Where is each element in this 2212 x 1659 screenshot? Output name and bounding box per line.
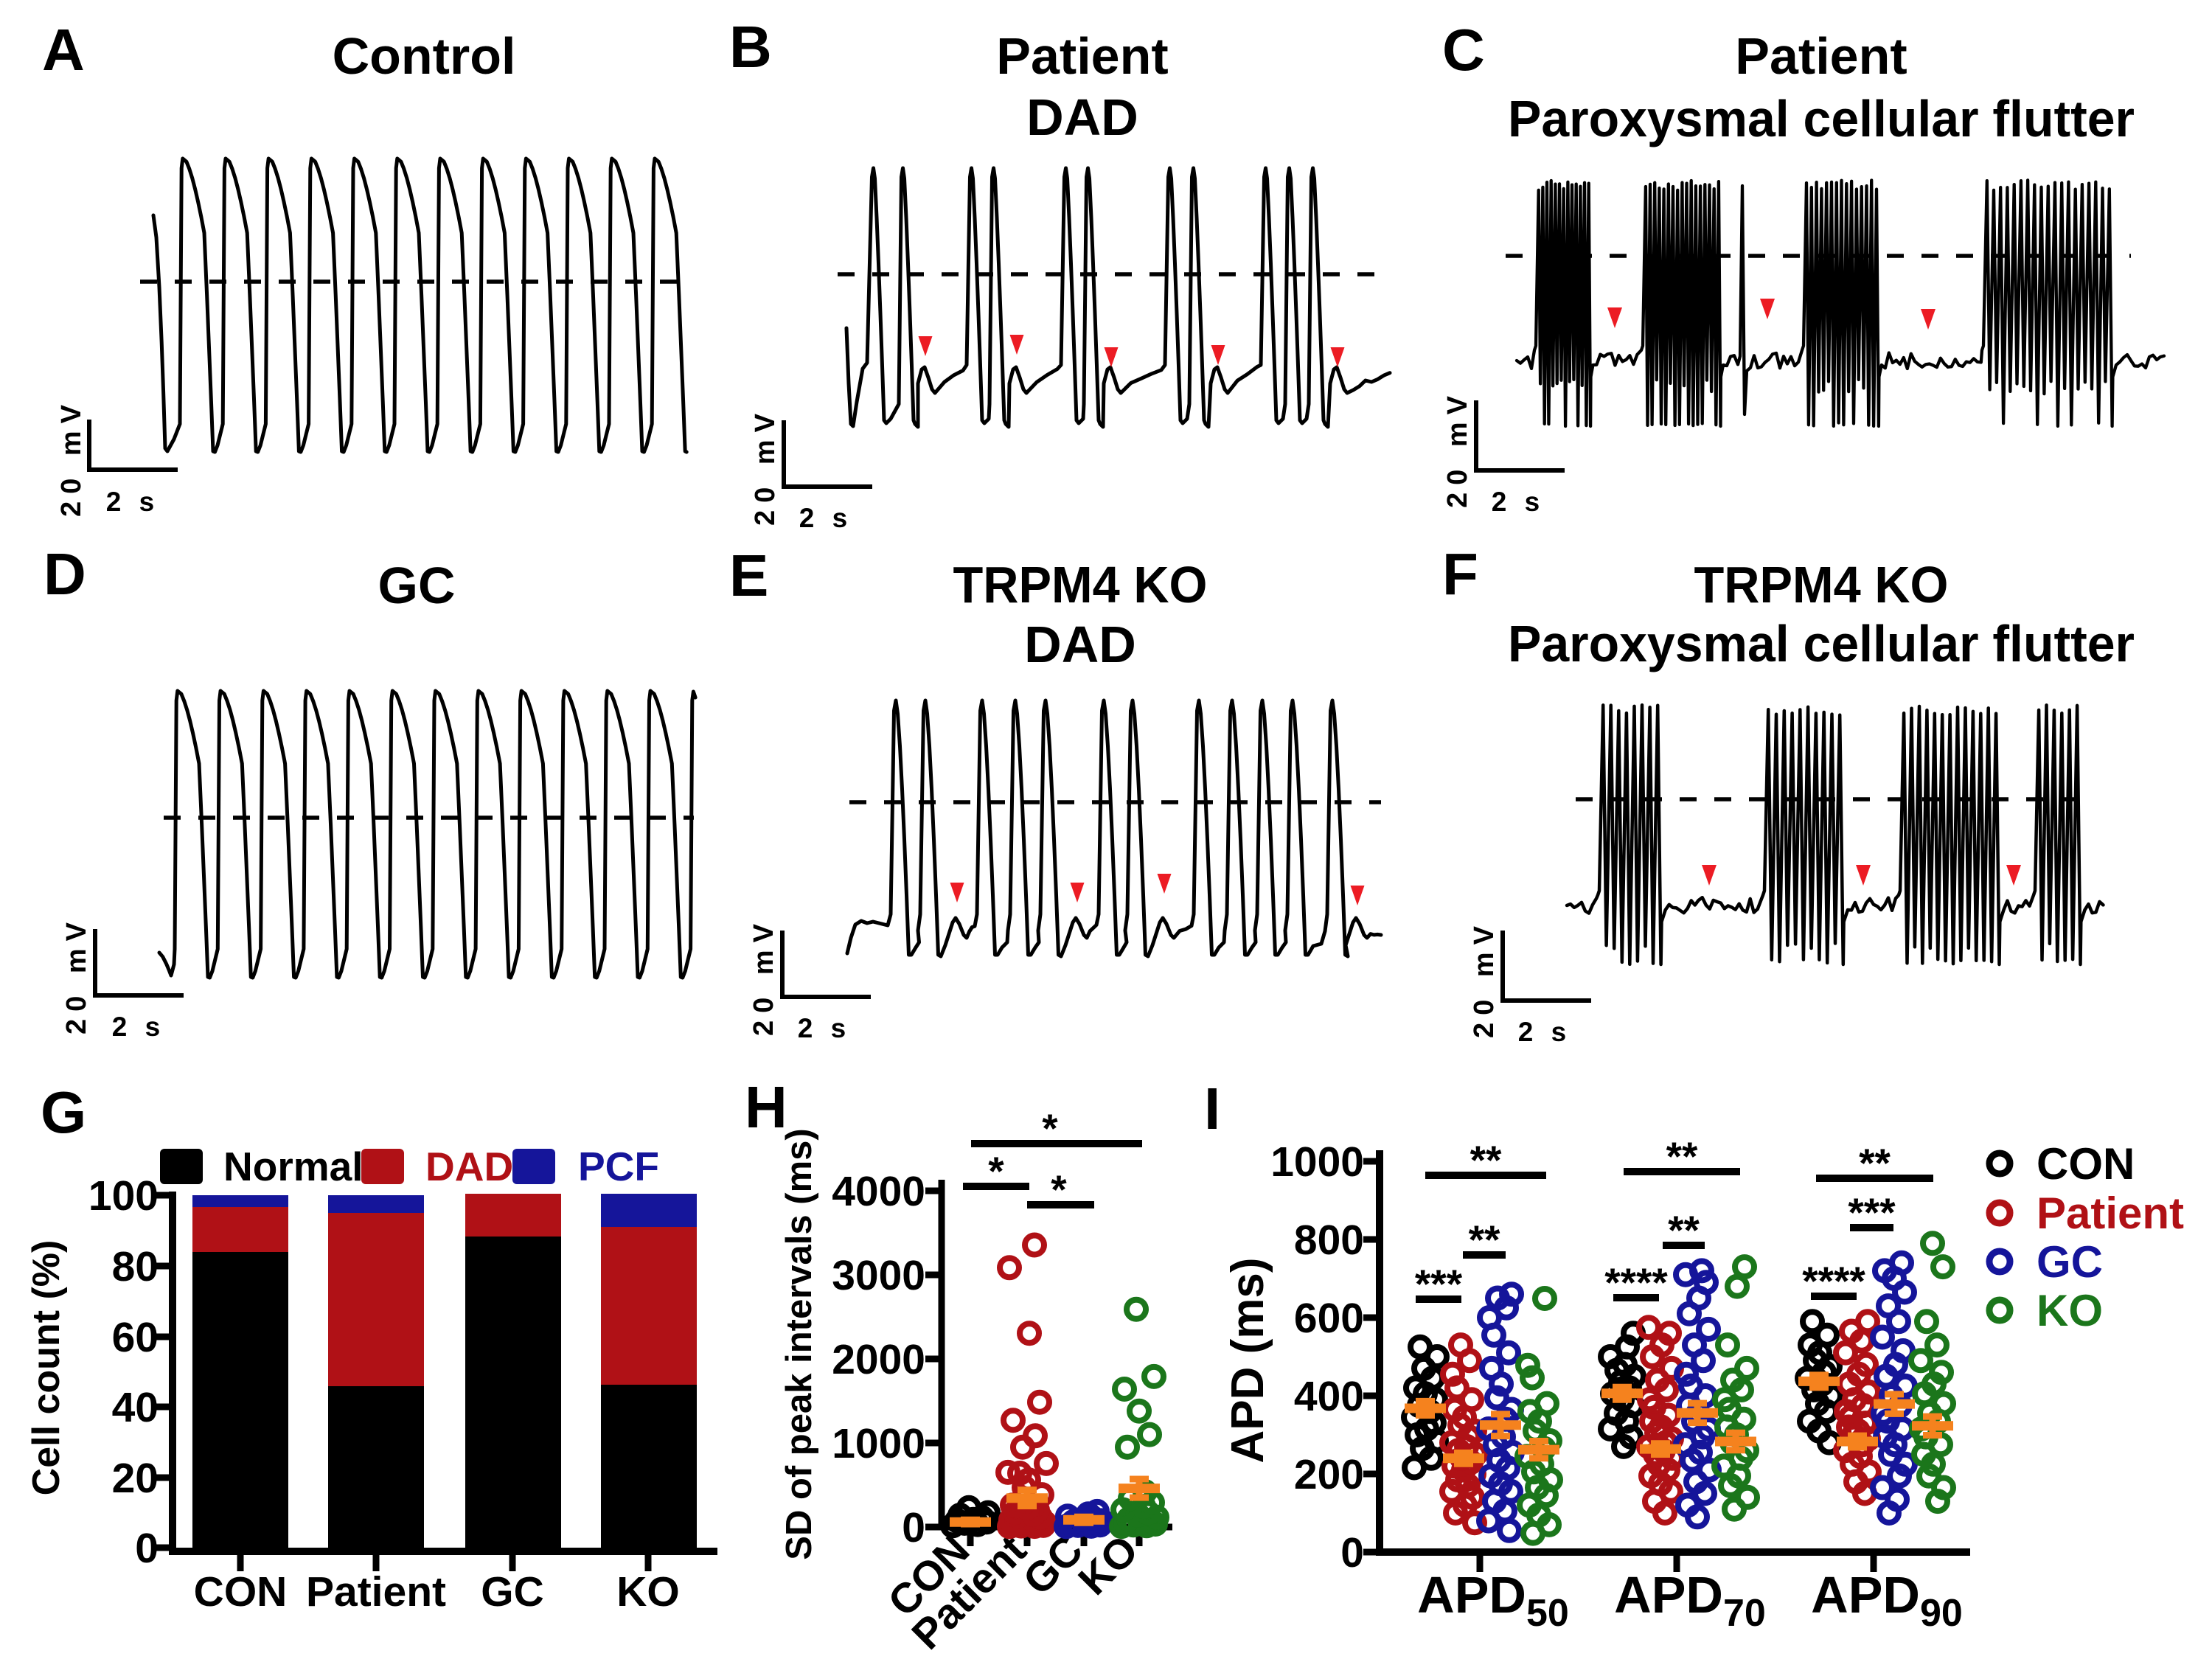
svg-text:E: E	[729, 543, 768, 608]
svg-text:DAD: DAD	[425, 1144, 513, 1189]
svg-text:DAD: DAD	[1026, 88, 1138, 146]
svg-text:400: 400	[1294, 1373, 1364, 1420]
svg-text:600: 600	[1294, 1295, 1364, 1342]
svg-text:Patient: Patient	[996, 27, 1168, 85]
svg-text:*: *	[1042, 1105, 1058, 1151]
svg-text:1000: 1000	[1270, 1138, 1364, 1186]
svg-text:KO: KO	[2037, 1286, 2103, 1335]
svg-text:****: ****	[1604, 1259, 1668, 1305]
svg-text:GC: GC	[481, 1568, 544, 1615]
svg-text:**: **	[1666, 1133, 1698, 1179]
svg-text:Paroxysmal cellular flutter: Paroxysmal cellular flutter	[1508, 615, 2135, 672]
svg-text:G: G	[41, 1079, 86, 1145]
svg-text:Patient: Patient	[2037, 1189, 2184, 1238]
svg-text:200: 200	[1294, 1451, 1364, 1498]
svg-text:20 mV: 20 mV	[748, 917, 779, 1036]
svg-text:0: 0	[135, 1525, 159, 1572]
svg-text:2 s: 2 s	[798, 1013, 851, 1043]
svg-text:*: *	[1051, 1166, 1067, 1212]
svg-text:KO: KO	[616, 1568, 680, 1615]
svg-text:20 mV: 20 mV	[56, 397, 87, 517]
svg-text:2 s: 2 s	[112, 1012, 165, 1042]
svg-text:2000: 2000	[832, 1336, 925, 1383]
svg-text:A: A	[42, 17, 85, 83]
svg-text:***: ***	[1415, 1261, 1463, 1307]
svg-text:40: 40	[112, 1384, 159, 1431]
svg-text:20 mV: 20 mV	[1442, 389, 1473, 508]
svg-text:PCF: PCF	[578, 1144, 659, 1189]
svg-text:B: B	[729, 14, 772, 80]
svg-text:APD50: APD50	[1417, 1566, 1569, 1635]
svg-text:2 s: 2 s	[1492, 487, 1545, 517]
svg-text:SD of peak intervals (ms): SD of peak intervals (ms)	[779, 1128, 819, 1559]
svg-text:C: C	[1442, 17, 1485, 83]
svg-text:Control: Control	[333, 27, 516, 85]
svg-text:F: F	[1442, 541, 1478, 607]
svg-text:*: *	[988, 1148, 1004, 1194]
svg-text:2 s: 2 s	[799, 503, 852, 533]
svg-text:TRPM4 KO: TRPM4 KO	[953, 556, 1208, 613]
svg-text:**: **	[1469, 1217, 1500, 1262]
svg-text:20: 20	[112, 1455, 159, 1502]
svg-text:0: 0	[902, 1504, 925, 1551]
svg-text:***: ***	[1848, 1189, 1896, 1235]
svg-text:20 mV: 20 mV	[61, 915, 92, 1034]
svg-text:80: 80	[112, 1243, 159, 1290]
svg-text:CON: CON	[2037, 1139, 2135, 1189]
svg-text:**: **	[1668, 1207, 1700, 1253]
svg-text:20 mV: 20 mV	[1469, 919, 1500, 1038]
svg-text:4000: 4000	[832, 1168, 925, 1215]
svg-text:2 s: 2 s	[1518, 1017, 1571, 1047]
svg-text:Patient: Patient	[306, 1568, 446, 1615]
svg-text:100: 100	[88, 1172, 159, 1220]
svg-text:TRPM4 KO: TRPM4 KO	[1694, 556, 1949, 613]
svg-text:Paroxysmal cellular flutter: Paroxysmal cellular flutter	[1508, 90, 2135, 147]
svg-text:APD (ms): APD (ms)	[1222, 1257, 1273, 1463]
svg-text:Normal: Normal	[223, 1144, 364, 1189]
svg-text:**: **	[1859, 1140, 1891, 1186]
svg-text:****: ****	[1802, 1258, 1865, 1304]
svg-text:DAD: DAD	[1024, 616, 1136, 673]
svg-text:D: D	[44, 541, 86, 607]
svg-text:Patient: Patient	[1735, 27, 1907, 85]
svg-text:800: 800	[1294, 1217, 1364, 1264]
svg-text:60: 60	[112, 1314, 159, 1361]
svg-text:CON: CON	[194, 1568, 288, 1615]
svg-text:3000: 3000	[832, 1252, 925, 1299]
svg-text:0: 0	[1340, 1529, 1364, 1576]
svg-text:H: H	[745, 1074, 787, 1140]
svg-text:GC: GC	[2037, 1237, 2103, 1287]
svg-text:1000: 1000	[832, 1420, 925, 1467]
svg-text:Cell count (%): Cell count (%)	[25, 1240, 68, 1496]
svg-text:**: **	[1470, 1137, 1502, 1183]
svg-text:I: I	[1204, 1076, 1220, 1141]
svg-text:GC: GC	[378, 557, 456, 614]
svg-text:2 s: 2 s	[106, 487, 159, 517]
svg-text:20 mV: 20 mV	[750, 406, 781, 526]
